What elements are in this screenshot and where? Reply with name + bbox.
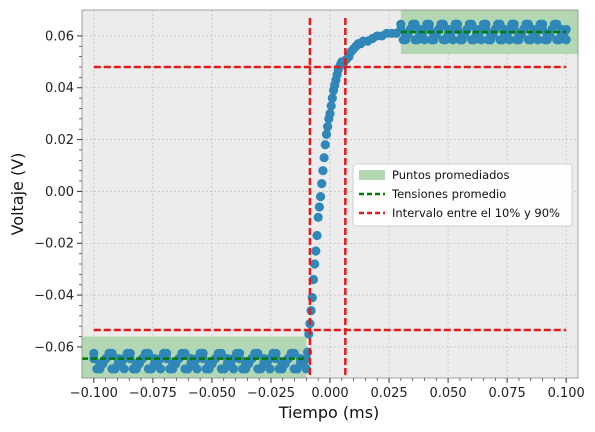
x-axis-label: Tiempo (ms) [278,403,380,422]
y-tick-label: 0.00 [45,185,74,200]
data-point-low [120,364,129,373]
y-axis-label: Voltaje (V) [8,153,27,236]
y-tick-label: 0.04 [45,81,74,96]
x-tick-label: 0.000 [311,386,348,401]
data-point-rise [322,130,331,139]
legend-swatch-averaged-points [359,170,385,180]
x-tick-label: −0.100 [70,386,118,401]
data-point-rise [325,109,334,118]
y-tick-label: −0.02 [34,237,74,252]
data-point-rise [328,94,337,103]
x-tick-label: −0.075 [129,386,177,401]
data-point-rise [323,122,332,131]
legend-label-interval: Intervalo entre el 10% y 90% [392,206,560,220]
x-tick-label: 0.075 [489,386,526,401]
data-point-rise [319,153,328,162]
legend-label-averaged-points: Puntos promediados [392,168,509,182]
data-point-low [192,364,201,373]
x-tick-label: 0.025 [370,386,407,401]
x-tick-label: 0.050 [429,386,466,401]
data-point-rise [311,246,320,255]
x-tick-label: 0.100 [548,386,585,401]
data-point-rise [315,202,324,211]
data-point-rise [312,231,321,240]
data-point-rise [327,101,336,110]
data-point-rise [321,140,330,149]
data-point-low [265,364,274,373]
data-point-rise [318,166,327,175]
legend-label-average-voltages: Tensiones promedio [391,187,506,201]
y-tick-label: −0.06 [34,340,74,355]
data-point-low [156,364,165,373]
x-ticks: −0.100 −0.075 −0.050 −0.025 0.000 0.025 0.050 0… [70,378,585,401]
data-point-low [229,364,238,373]
data-point-rise [310,259,319,268]
data-point-rise [316,192,325,201]
data-point-rise [317,179,326,188]
y-tick-label: 0.02 [45,133,74,148]
x-tick-label: −0.050 [188,386,236,401]
y-tick-label: 0.06 [45,29,74,44]
x-tick-label: −0.025 [247,386,295,401]
y-ticks: −0.06 −0.04 −0.02 0.00 0.02 0.04 0.06 [34,29,82,355]
data-point-high [562,35,571,44]
legend: Puntos promediados Tensiones promedio In… [353,164,572,226]
y-tick-label: −0.04 [34,289,74,304]
data-point-rise [314,213,323,222]
